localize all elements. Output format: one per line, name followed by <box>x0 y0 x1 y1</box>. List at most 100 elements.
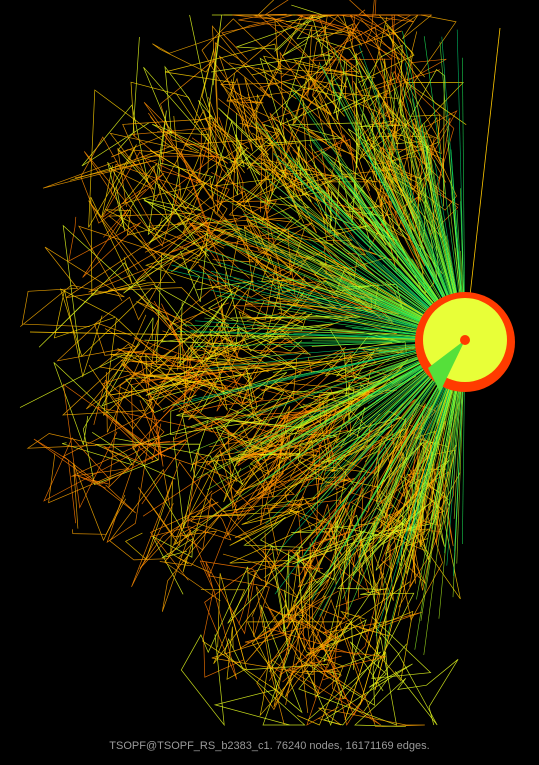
edge <box>375 468 447 555</box>
edge <box>257 13 307 79</box>
edge <box>265 278 305 336</box>
edge <box>250 120 466 341</box>
edge <box>294 427 340 466</box>
edge <box>333 52 378 181</box>
edge <box>88 364 153 430</box>
edge <box>26 433 129 504</box>
edge <box>235 387 349 465</box>
edge <box>115 300 204 382</box>
edge <box>105 208 215 257</box>
edge <box>33 438 109 524</box>
edge <box>394 421 446 536</box>
edge <box>136 301 269 385</box>
edge <box>385 146 440 282</box>
edge <box>395 68 445 207</box>
edge <box>256 434 320 496</box>
edge <box>337 517 407 590</box>
edge <box>138 487 218 567</box>
edge <box>423 36 466 341</box>
edge <box>168 270 230 326</box>
edge <box>98 343 227 390</box>
edge <box>323 547 385 662</box>
edge <box>189 14 223 108</box>
edge <box>120 356 220 378</box>
edge <box>105 413 170 450</box>
edge <box>245 604 333 713</box>
edge <box>123 200 234 303</box>
edge <box>43 437 154 502</box>
edge <box>361 44 430 152</box>
edge <box>152 378 203 440</box>
edge <box>188 332 294 421</box>
edge <box>211 4 328 16</box>
edge <box>131 337 246 451</box>
edge <box>297 0 432 44</box>
edge <box>124 480 189 565</box>
edge <box>288 633 382 726</box>
edge <box>281 25 346 120</box>
edge <box>171 264 466 341</box>
edge <box>157 410 264 466</box>
edge <box>327 622 390 668</box>
edge <box>180 453 278 551</box>
edge <box>19 351 159 485</box>
edge <box>287 444 330 535</box>
edge <box>229 98 328 167</box>
edge <box>266 630 329 678</box>
edge <box>302 598 376 726</box>
edge <box>143 65 209 142</box>
edge <box>228 62 348 125</box>
edge <box>312 58 405 193</box>
edge <box>464 27 501 341</box>
edge <box>296 620 397 726</box>
edge <box>147 110 214 236</box>
edge <box>343 63 440 140</box>
edge <box>42 159 158 189</box>
edge <box>341 57 395 160</box>
edge <box>306 647 386 681</box>
edge <box>214 410 325 467</box>
edge <box>311 396 368 444</box>
edge <box>298 407 402 481</box>
edge <box>221 14 294 60</box>
edge <box>279 26 343 126</box>
edge <box>62 343 183 416</box>
edge <box>239 122 280 170</box>
hub-center-dot <box>460 335 470 345</box>
edge <box>176 384 304 479</box>
edge <box>284 384 388 434</box>
edge <box>76 439 188 505</box>
edge <box>321 161 378 183</box>
edge <box>142 451 255 578</box>
edge <box>288 246 373 310</box>
edge <box>144 199 232 293</box>
edge <box>371 90 442 155</box>
edge <box>204 305 309 355</box>
edge <box>307 23 354 99</box>
edge <box>68 208 142 278</box>
edge <box>267 123 385 217</box>
edge <box>222 474 347 546</box>
edge <box>109 460 209 561</box>
edge <box>209 575 270 637</box>
edge <box>223 418 317 503</box>
edge <box>38 224 154 357</box>
edge <box>170 199 242 274</box>
edge <box>72 498 127 535</box>
edge <box>149 149 466 341</box>
edge <box>292 87 466 341</box>
edge <box>122 109 223 201</box>
edge <box>397 549 416 617</box>
edge <box>358 45 466 341</box>
edge <box>180 566 250 727</box>
edge <box>320 14 402 58</box>
edge <box>243 374 330 457</box>
edge <box>203 552 274 680</box>
edge <box>198 99 261 196</box>
edge <box>101 317 200 407</box>
edge <box>229 235 282 321</box>
edge <box>351 14 441 90</box>
hub-wedge <box>428 340 465 392</box>
edge <box>217 573 247 680</box>
edge <box>102 150 222 268</box>
